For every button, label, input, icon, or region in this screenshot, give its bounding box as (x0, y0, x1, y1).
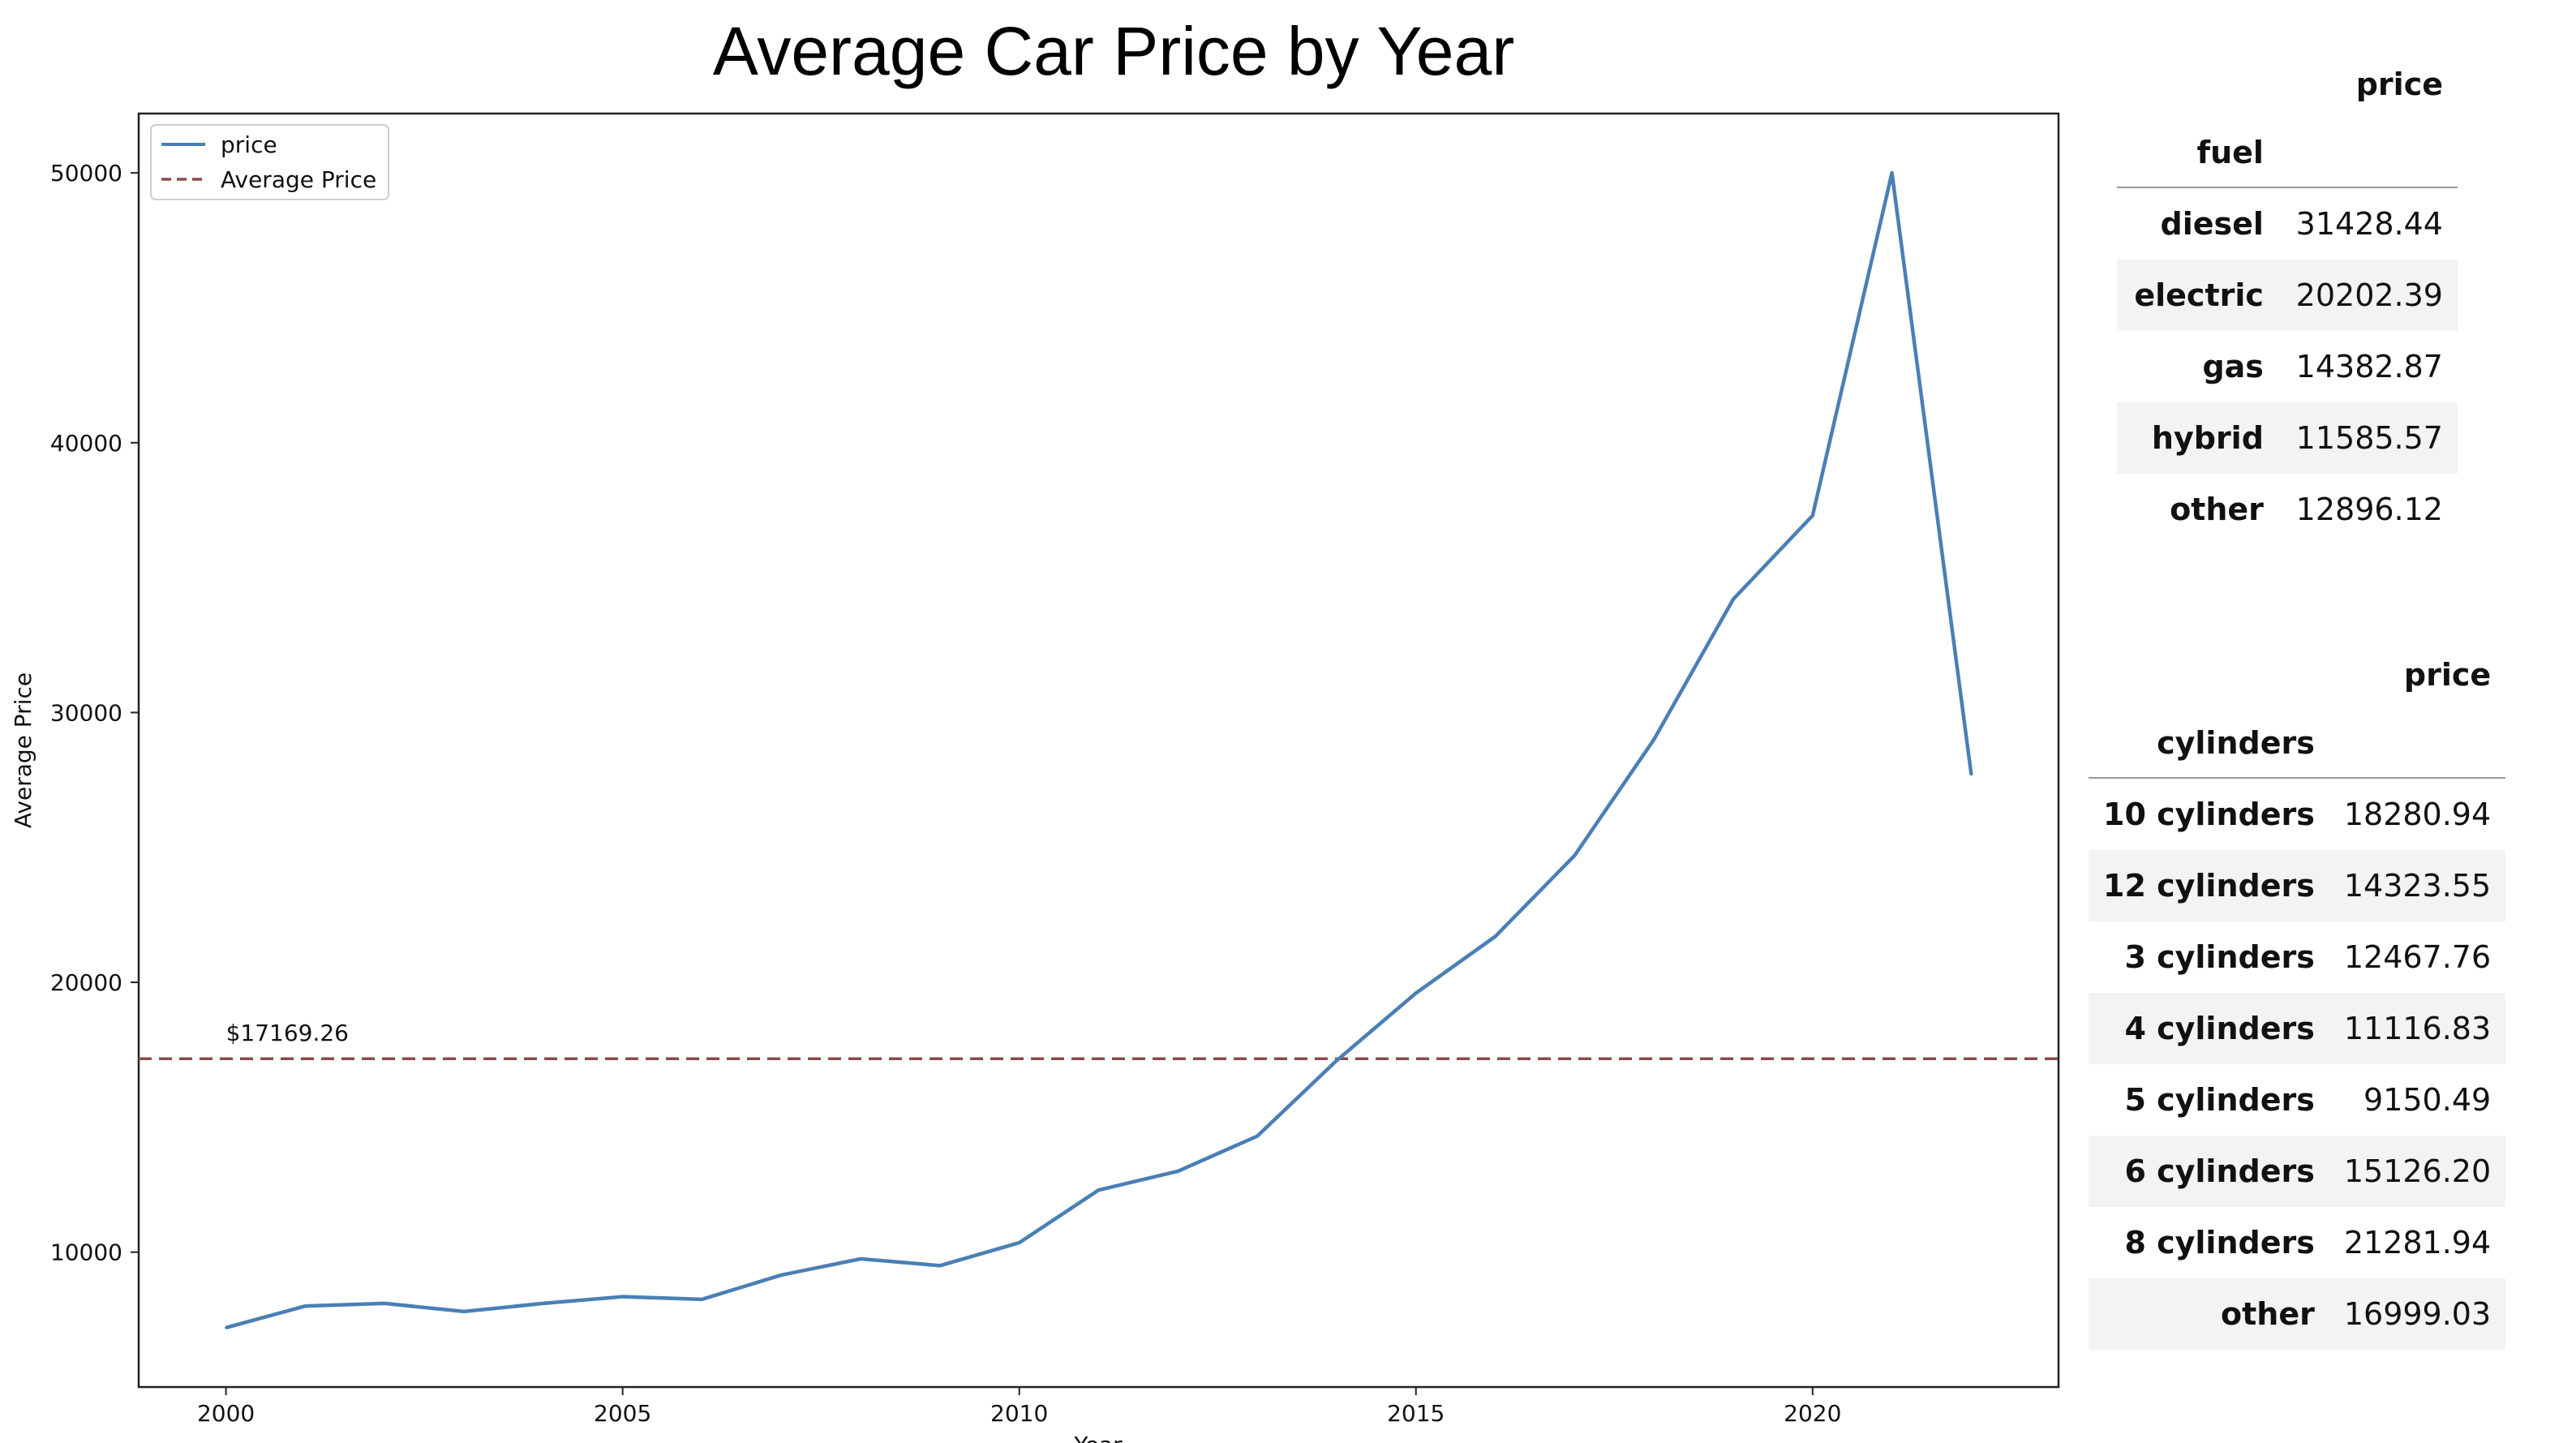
table-row: diesel 31428.44 (2117, 187, 2458, 260)
price-point (1018, 1241, 1021, 1244)
legend-box (150, 124, 389, 200)
table-row: 10 cylinders 18280.94 (2089, 778, 2505, 850)
x-tick-label: 2015 (1387, 1400, 1445, 1427)
price-point (700, 1298, 703, 1301)
row-value: 18280.94 (2343, 797, 2492, 832)
plot-area (137, 112, 2060, 1389)
line-chart: Average Car Price by Year 10000 20000 3000… (10, 13, 2060, 1443)
row-label: 3 cylinders (2124, 939, 2315, 975)
table-row: other 12896.12 (2117, 474, 2458, 545)
row-label: 5 cylinders (2124, 1082, 2315, 1118)
price-point (1573, 854, 1576, 857)
legend-average-price-label: Average Price (221, 166, 376, 193)
price-point (938, 1264, 942, 1267)
price-point (1256, 1135, 1259, 1138)
price-point (1652, 738, 1655, 741)
row-label: 4 cylinders (2089, 993, 2329, 1064)
y-tick-label: 40000 (50, 430, 122, 457)
cylinders-table-index-name: cylinders (2089, 709, 2329, 779)
table-row: hybrid 11585.57 (2117, 402, 2458, 474)
row-label: 12 cylinders (2089, 850, 2329, 921)
row-value: 16999.03 (2329, 1278, 2506, 1350)
fuel-table-column-header: price (2355, 67, 2443, 102)
price-point (1097, 1188, 1100, 1192)
price-point (1891, 171, 1894, 174)
fuel-table-index-name: fuel (2117, 118, 2278, 188)
price-point (779, 1273, 783, 1277)
table-row: 4 cylinders 11116.83 (2089, 993, 2506, 1064)
row-value: 9150.49 (2363, 1082, 2492, 1118)
price-point (542, 1302, 545, 1305)
x-tick-label: 2020 (1784, 1400, 1841, 1427)
row-label: 8 cylinders (2124, 1225, 2315, 1260)
price-point (225, 1326, 228, 1329)
y-axis-ticks: 10000 20000 30000 40000 50000 (50, 160, 139, 1266)
row-label: gas (2202, 349, 2264, 384)
x-tick-label: 2010 (990, 1400, 1048, 1427)
price-point (859, 1257, 862, 1260)
price-series-points (225, 171, 1973, 1329)
row-value: 12896.12 (2295, 492, 2443, 527)
price-point (383, 1302, 386, 1305)
row-value: 11585.57 (2278, 402, 2458, 474)
row-value: 14382.87 (2295, 349, 2443, 384)
row-value: 20202.39 (2278, 260, 2458, 331)
row-value: 14323.55 (2329, 850, 2506, 921)
table-row: gas 14382.87 (2117, 331, 2458, 402)
price-point (1335, 1059, 1338, 1063)
cylinders-table-column-header: price (2403, 657, 2492, 693)
row-value: 31428.44 (2295, 206, 2443, 242)
table-row: 3 cylinders 12467.76 (2089, 921, 2505, 993)
table-row: 8 cylinders 21281.94 (2089, 1207, 2505, 1278)
legend: price Average Price (150, 124, 389, 200)
table-row: electric 20202.39 (2117, 260, 2458, 331)
row-label: other (2089, 1278, 2329, 1350)
price-point (1732, 598, 1735, 601)
chart-svg: Average Car Price by Year 10000 20000 3000… (10, 13, 2060, 1443)
row-label: diesel (2160, 206, 2264, 242)
row-value: 21281.94 (2343, 1225, 2492, 1260)
row-label: other (2170, 492, 2264, 527)
price-point (1176, 1170, 1179, 1173)
row-value: 11116.83 (2329, 993, 2506, 1064)
table-row: other 16999.03 (2089, 1278, 2506, 1350)
row-label: 6 cylinders (2089, 1136, 2329, 1207)
y-tick-label: 10000 (50, 1239, 122, 1266)
price-point (1494, 935, 1497, 938)
price-point (1811, 514, 1814, 518)
y-tick-label: 30000 (50, 699, 122, 726)
y-tick-label: 50000 (50, 160, 122, 187)
price-point (462, 1310, 466, 1313)
y-tick-label: 20000 (50, 969, 122, 996)
cylinders-price-table: price cylinders 10 cylinders 18280.94 12… (2089, 641, 2506, 1350)
row-value: 12467.76 (2343, 939, 2492, 975)
row-label: electric (2117, 260, 2278, 331)
average-price-annotation: $17169.26 (226, 1020, 349, 1046)
row-label: 10 cylinders (2103, 797, 2315, 832)
x-axis-ticks: 2000 2005 2010 2015 2020 (197, 1387, 1841, 1427)
row-label: hybrid (2117, 402, 2278, 474)
x-axis-label: Year (1073, 1432, 1123, 1443)
x-tick-label: 2000 (197, 1400, 255, 1427)
row-value: 15126.20 (2329, 1136, 2506, 1207)
table-row: 6 cylinders 15126.20 (2089, 1136, 2506, 1207)
chart-title: Average Car Price by Year (713, 13, 1514, 89)
price-point (621, 1295, 625, 1299)
legend-price-label: price (221, 131, 277, 158)
y-axis-label: Average Price (10, 672, 36, 828)
price-point (1969, 773, 1973, 776)
price-point (1415, 991, 1418, 994)
table-row: 5 cylinders 9150.49 (2089, 1064, 2505, 1136)
price-point (303, 1304, 307, 1308)
table-row: 12 cylinders 14323.55 (2089, 850, 2506, 921)
x-tick-label: 2005 (594, 1400, 651, 1427)
fuel-price-table: price fuel diesel 31428.44 electric 2020… (2117, 50, 2458, 545)
